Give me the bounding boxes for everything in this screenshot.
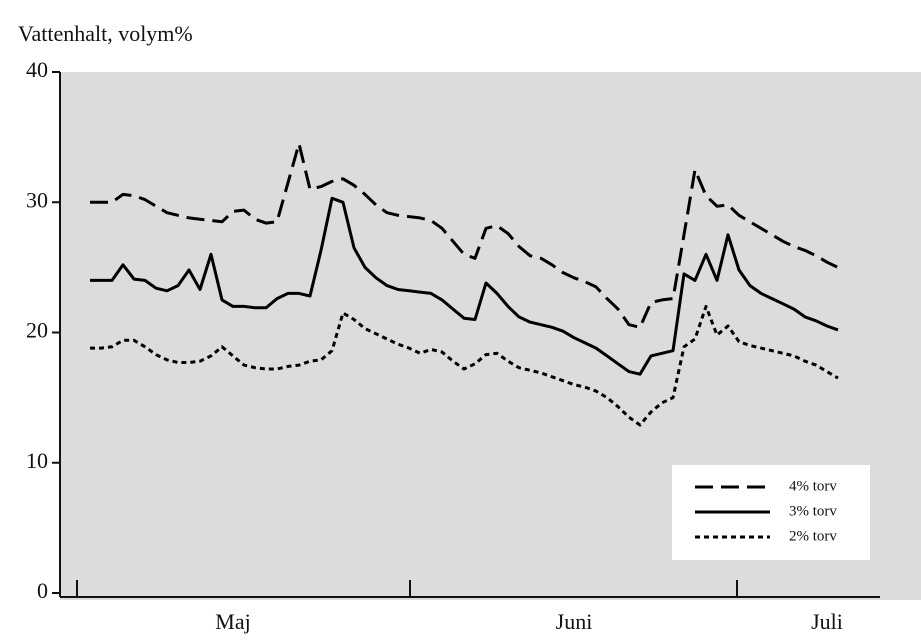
data-line (90, 196, 839, 376)
legend-label: 4% torv (789, 478, 837, 494)
data-line (90, 304, 839, 427)
x-tick-label: Juli (811, 609, 843, 634)
y-tick-label: 20 (26, 318, 48, 343)
y-tick-label: 40 (26, 57, 48, 82)
legend-label: 3% torv (789, 503, 837, 519)
y-tick-label: 30 (26, 187, 48, 212)
y-tick-label: 10 (26, 448, 48, 473)
x-tick-label: Maj (215, 609, 250, 634)
y-axis-title: Vattenhalt, volym% (18, 21, 193, 46)
data-line (90, 142, 839, 329)
x-tick-label: Juni (556, 609, 593, 634)
y-tick-label: 0 (37, 578, 48, 603)
legend-label: 2% torv (789, 528, 837, 544)
